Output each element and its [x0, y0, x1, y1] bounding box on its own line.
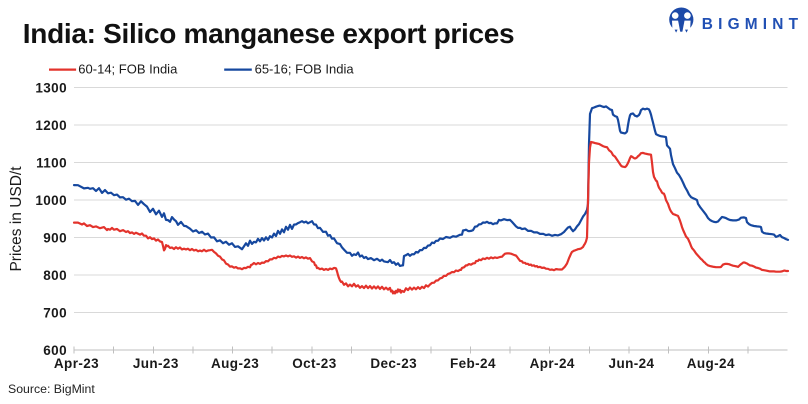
svg-text:Jun-23: Jun-23: [133, 356, 179, 371]
svg-text:1300: 1300: [35, 81, 67, 96]
svg-text:Aug-23: Aug-23: [211, 356, 259, 371]
svg-text:1000: 1000: [35, 193, 67, 208]
svg-text:900: 900: [43, 231, 67, 246]
svg-text:Dec-23: Dec-23: [370, 356, 417, 371]
svg-text:Apr-24: Apr-24: [530, 356, 575, 371]
svg-text:Oct-23: Oct-23: [292, 356, 337, 371]
svg-text:Prices in USD/t: Prices in USD/t: [8, 166, 25, 272]
svg-text:Source: BigMint: Source: BigMint: [8, 382, 95, 396]
svg-text:600: 600: [43, 343, 67, 358]
svg-text:700: 700: [43, 306, 67, 321]
svg-text:Apr-23: Apr-23: [54, 356, 99, 371]
svg-text:Jun-24: Jun-24: [609, 356, 655, 371]
svg-text:800: 800: [43, 268, 67, 283]
svg-text:Aug-24: Aug-24: [687, 356, 735, 371]
svg-text:India: Silico manganese export: India: Silico manganese export prices: [23, 18, 515, 49]
svg-text:1100: 1100: [36, 156, 67, 171]
svg-text:65-16; FOB India: 65-16; FOB India: [255, 62, 355, 77]
svg-text:60-14; FOB India: 60-14; FOB India: [78, 62, 178, 77]
svg-text:1200: 1200: [35, 118, 67, 133]
svg-text:Feb-24: Feb-24: [450, 356, 496, 371]
svg-text:BIGMINT: BIGMINT: [702, 16, 803, 33]
